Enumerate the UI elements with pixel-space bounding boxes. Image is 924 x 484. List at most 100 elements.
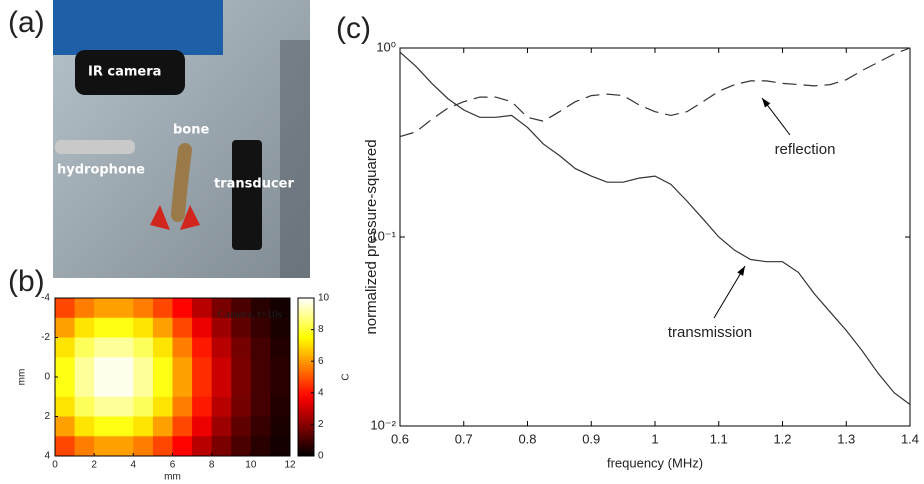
y-tick-label: -4 (41, 293, 50, 304)
annotation: transmission (668, 324, 752, 341)
hydrophone-shape (55, 140, 135, 154)
y-tick-label: 10⁻¹ (370, 228, 396, 243)
heat-cell (211, 396, 232, 417)
heat-cell (55, 436, 76, 457)
heat-cell (94, 396, 115, 417)
heat-cell (270, 298, 291, 319)
heat-cell (192, 357, 213, 378)
heat-cell (152, 317, 173, 338)
photo: IR camera bone hydrophone transducer (53, 0, 310, 278)
heat-cell (231, 396, 252, 417)
heat-cell (211, 357, 232, 378)
series-line (399, 47, 911, 138)
colorbar-tick-label: 0 (318, 451, 324, 462)
heat-cell (74, 298, 95, 319)
y-tick-label: 0 (44, 372, 50, 383)
y-tick-label: 4 (44, 451, 50, 462)
heat-cell (94, 298, 115, 319)
plot-frame (399, 47, 911, 427)
heat-cell (113, 377, 134, 398)
x-tick-label: 0.7 (455, 431, 473, 446)
clamp (150, 205, 200, 230)
heat-cell (113, 298, 134, 319)
x-tick-label: 12 (284, 460, 296, 471)
heat-cell (211, 416, 232, 437)
heat-cell (133, 357, 154, 378)
arrow-head (762, 98, 771, 108)
heat-cell (133, 298, 154, 319)
heat-cell (270, 337, 291, 358)
heat-cell (250, 317, 271, 338)
panel-label: (c) (336, 12, 371, 45)
heat-cell (270, 317, 291, 338)
x-axis-label: frequency (MHz) (607, 455, 703, 470)
heat-cell (211, 377, 232, 398)
heat-cell (172, 357, 193, 378)
heat-cell (211, 317, 232, 338)
heat-cell (172, 377, 193, 398)
heatmap-title: Camera, t=10s (218, 309, 282, 321)
colorbar-label: C (341, 373, 352, 380)
heat-cell (192, 317, 213, 338)
heat-cell (55, 396, 76, 417)
x-tick-label: 0 (52, 460, 58, 471)
heat-cell (113, 317, 134, 338)
heat-cell (250, 357, 271, 378)
x-tick-label: 1.1 (710, 431, 728, 446)
annotation-arrow (713, 265, 746, 319)
photo-label: transducer (214, 177, 294, 192)
heat-cell (250, 298, 271, 319)
heat-cell (133, 416, 154, 437)
heat-cell (250, 416, 271, 437)
heat-cell (133, 396, 154, 417)
x-tick-label: 1 (651, 431, 658, 446)
x-tick-label: 4 (131, 460, 137, 471)
heat-cell (172, 396, 193, 417)
photo-label: IR camera (88, 65, 161, 80)
panel-label: (b) (8, 265, 45, 298)
x-tick-label: 10 (245, 460, 257, 471)
heat-cell (211, 436, 232, 457)
heat-cell (74, 337, 95, 358)
heat-cell (172, 416, 193, 437)
x-tick-label: 6 (170, 460, 176, 471)
heat-cell (94, 317, 115, 338)
heat-cell (133, 337, 154, 358)
y-tick-label: 2 (44, 411, 50, 422)
heat-cell (270, 416, 291, 437)
heat-cell (192, 396, 213, 417)
heat-cell (152, 298, 173, 319)
heat-cell (250, 396, 271, 417)
heat-cell (55, 357, 76, 378)
heat-cell (211, 298, 232, 319)
heat-cell (113, 436, 134, 457)
x-tick-label: 1.4 (901, 431, 919, 446)
heat-cell (192, 298, 213, 319)
heat-cell (172, 317, 193, 338)
heat-cell (94, 416, 115, 437)
heat-cell (113, 337, 134, 358)
x-tick-label: 2 (91, 460, 97, 471)
heat-cell (211, 337, 232, 358)
camera-lens (75, 50, 185, 95)
x-tick-label: 1.2 (773, 431, 791, 446)
heat-cell (231, 377, 252, 398)
heat-cell (250, 436, 271, 457)
panel-label: (a) (8, 6, 45, 39)
x-tick-label: 0.6 (391, 431, 409, 446)
heat-cell (231, 436, 252, 457)
heat-cell (152, 337, 173, 358)
photo-label: bone (173, 123, 209, 138)
heat-cell (94, 377, 115, 398)
colorbar-tick-label: 6 (318, 356, 324, 367)
heat-cell (55, 337, 76, 358)
heat-cell (152, 436, 173, 457)
heat-cell (270, 396, 291, 417)
heat-cell (192, 416, 213, 437)
x-tick-label: 0.8 (518, 431, 536, 446)
bone-shape (171, 143, 192, 222)
colorbar-tick-label: 10 (318, 293, 330, 304)
heat-cell (94, 357, 115, 378)
heat-cell (74, 416, 95, 437)
